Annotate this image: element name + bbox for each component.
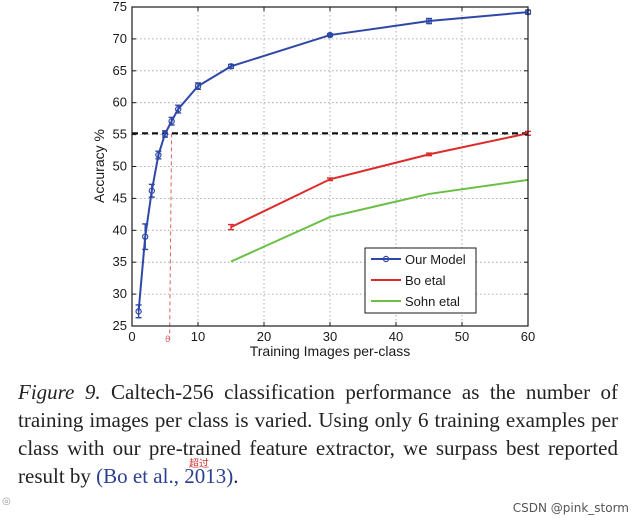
x-tick-label: 40 [389,329,403,344]
caption-period: . [233,464,239,488]
y-tick-label: 40 [113,222,127,237]
y-tick-label: 45 [113,190,127,205]
data-point [161,130,169,138]
data-point [194,82,202,90]
handwritten-annotation: 超过 [189,459,209,470]
data-point [425,17,433,25]
scroll-indicator-icon: ◎ [2,496,11,507]
x-tick-label: 30 [323,329,337,344]
tick-layer: 25 30 35 40 45 50 55 60 65 70 75 0 10 20 30 40 50 60 [113,0,536,344]
y-tick-label: 35 [113,254,127,269]
legend-label-our-model: Our Model [405,252,466,267]
legend-label-bo: Bo etal [405,273,446,288]
data-point [174,105,182,113]
figure-caption: Figure 9. Caltech-256 classification per… [18,378,618,490]
caption-citation-link[interactable]: (Bo et al., 2013) [96,464,234,488]
x-tick-label: 0 [128,329,135,344]
legend: Our Model Bo etal Sohn etal [364,247,477,314]
series-line-0 [137,11,529,312]
x-tick-label: 10 [191,329,205,344]
y-axis-title: Accuracy % [91,129,107,203]
data-point [141,233,149,240]
watermark: CSDN @pink_storm [512,501,629,515]
data-point [227,63,235,70]
y-tick-label: 30 [113,286,127,301]
data-point [326,31,334,39]
data-point [168,118,175,125]
y-tick-label: 60 [113,95,127,110]
accuracy-chart: 6 25 30 35 40 45 50 55 60 65 70 75 0 10 20 30 40 50 60 Tr… [91,0,536,359]
caption-label: Figure 9. [18,380,101,404]
data-point [148,187,155,194]
y-tick-label: 65 [113,63,127,78]
legend-label-sohn: Sohn etal [405,294,460,309]
reference-line-layer: 6 [132,132,528,344]
x-axis-title: Training Images per-class [250,343,411,359]
caption-text: Caltech-256 classification performance a… [18,380,619,488]
y-tick-label: 55 [113,127,127,142]
x-tick-label: 50 [455,329,469,344]
series-layer [135,8,532,319]
series-line-2 [230,178,529,263]
figure-panel: 6 25 30 35 40 45 50 55 60 65 70 75 0 10 20 30 40 50 60 Tr… [91,0,536,359]
y-tick-label: 70 [113,31,127,46]
data-point [135,308,142,315]
x-tick-label: 20 [257,329,271,344]
y-tick-label: 25 [113,318,127,333]
y-tick-label: 50 [113,159,127,174]
data-point [155,151,162,159]
y-tick-label: 75 [113,0,127,14]
drop-line-label: 6 [165,334,170,344]
legend-marker-our-model [382,255,390,263]
series-line-1 [230,132,529,229]
x-tick-label: 60 [521,329,535,344]
